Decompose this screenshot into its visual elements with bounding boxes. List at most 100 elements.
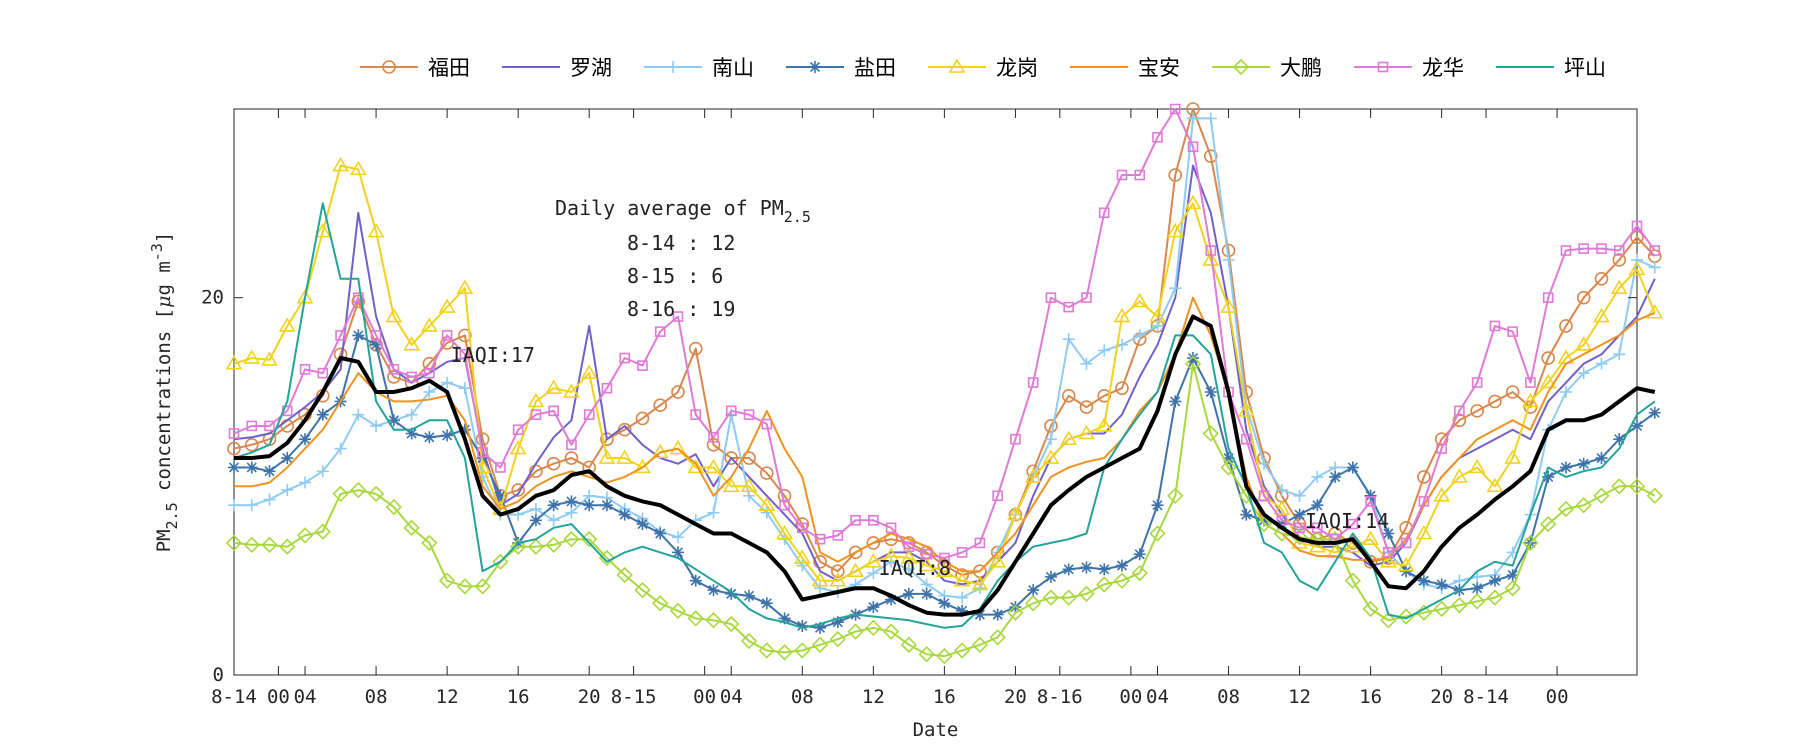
data-point xyxy=(867,601,880,614)
data-point xyxy=(1025,595,1042,612)
data-point xyxy=(956,591,969,604)
data-point xyxy=(758,642,775,659)
data-point xyxy=(653,398,668,413)
x-tick-label: 8-16 xyxy=(1037,686,1083,708)
data-point xyxy=(1152,132,1163,143)
data-point xyxy=(1166,223,1184,238)
data-point xyxy=(332,485,349,503)
x-tick-label: 12 xyxy=(1288,686,1311,708)
data-point xyxy=(314,223,332,238)
data-point xyxy=(1204,386,1217,398)
data-point xyxy=(831,564,845,579)
data-point xyxy=(529,514,542,527)
data-point xyxy=(1613,433,1626,446)
data-point xyxy=(1113,572,1131,589)
data-point xyxy=(316,465,329,478)
data-point xyxy=(725,405,737,417)
data-point xyxy=(527,538,545,555)
data-point xyxy=(546,456,561,471)
data-point xyxy=(1594,271,1609,286)
data-point xyxy=(547,514,560,527)
data-point xyxy=(1202,251,1220,266)
data-point xyxy=(438,572,456,589)
data-point xyxy=(1168,168,1183,182)
data-point xyxy=(761,418,773,430)
data-point xyxy=(1415,524,1433,540)
data-point xyxy=(1488,394,1502,409)
data-point xyxy=(1613,348,1626,361)
data-point xyxy=(935,562,953,578)
data-point xyxy=(600,499,613,512)
data-point xyxy=(637,360,648,371)
daily-average-title: Daily average of PM2.5 xyxy=(555,196,811,226)
legend-label: 福田 xyxy=(428,56,470,80)
data-point xyxy=(1222,452,1235,465)
data-point xyxy=(1452,413,1467,428)
series-坪山 xyxy=(233,202,1656,629)
legend-label: 龙岗 xyxy=(996,56,1038,80)
data-point xyxy=(920,587,933,600)
data-point xyxy=(1240,508,1253,521)
data-point xyxy=(263,493,276,506)
data-point xyxy=(724,451,739,465)
data-point xyxy=(228,461,240,474)
legend-item: 龙华 xyxy=(1354,56,1464,80)
data-point xyxy=(1525,377,1536,388)
x-tick-label: 8-14 xyxy=(1463,686,1509,708)
data-point xyxy=(759,466,774,480)
data-point xyxy=(725,587,738,600)
data-point xyxy=(370,419,383,432)
data-point xyxy=(1044,570,1057,583)
data-point xyxy=(1557,500,1575,518)
data-point xyxy=(456,578,474,595)
data-point xyxy=(261,536,278,553)
data-point xyxy=(423,431,436,444)
data-point xyxy=(494,489,507,502)
data-point xyxy=(1596,243,1607,254)
data-point xyxy=(939,552,950,564)
data-point xyxy=(974,537,986,549)
data-point xyxy=(1061,388,1076,403)
data-point xyxy=(1471,377,1483,388)
data-point xyxy=(1098,344,1111,357)
data-point xyxy=(243,349,261,364)
data-point xyxy=(672,311,684,322)
legend-marker xyxy=(809,61,821,73)
plot-frame xyxy=(233,108,1638,676)
data-point xyxy=(671,546,684,559)
data-point xyxy=(456,279,474,295)
data-point xyxy=(900,549,918,564)
data-point xyxy=(882,623,900,640)
data-point xyxy=(1098,563,1111,576)
data-point xyxy=(385,498,402,516)
data-point xyxy=(1078,585,1095,603)
data-point xyxy=(1131,564,1148,582)
data-point xyxy=(1294,522,1305,534)
data-point xyxy=(296,527,314,544)
data-point xyxy=(636,518,649,531)
data-point xyxy=(299,364,311,375)
data-point xyxy=(441,330,453,341)
data-point xyxy=(1646,487,1663,504)
data-point xyxy=(705,612,722,629)
data-point xyxy=(1613,245,1625,256)
data-point xyxy=(420,317,438,332)
data-point xyxy=(438,298,456,313)
legend-label: 坪山 xyxy=(1564,56,1606,80)
data-point xyxy=(351,294,366,309)
data-point xyxy=(1273,500,1291,515)
data-point xyxy=(864,553,882,568)
x-tick-label: 20 xyxy=(578,686,601,708)
data-point xyxy=(598,449,616,464)
data-point xyxy=(796,559,809,572)
data-point xyxy=(1379,553,1397,568)
data-point xyxy=(850,514,861,526)
data-point xyxy=(1115,559,1128,572)
data-point xyxy=(1610,279,1628,295)
series-mean xyxy=(234,314,1656,617)
data-point xyxy=(1079,400,1094,414)
data-point xyxy=(832,530,844,541)
data-point xyxy=(1115,381,1129,396)
data-point xyxy=(1649,245,1661,256)
